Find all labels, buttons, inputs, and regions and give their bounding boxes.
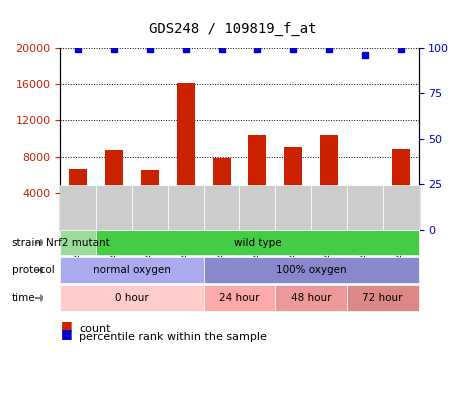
Text: percentile rank within the sample: percentile rank within the sample [79,331,267,342]
Text: 24 hour: 24 hour [219,293,260,303]
FancyArrow shape [35,267,43,274]
Bar [105,150,123,230]
Text: GDS248 / 109819_f_at: GDS248 / 109819_f_at [149,22,316,36]
Text: protocol: protocol [12,265,54,275]
Bar [213,158,231,230]
FancyArrow shape [35,295,43,301]
Bar [141,169,159,230]
Text: 100% oxygen: 100% oxygen [276,265,346,275]
Text: ■: ■ [60,327,72,340]
Text: 48 hour: 48 hour [291,293,332,303]
Text: ■: ■ [60,319,72,332]
Text: count: count [79,324,111,334]
Text: normal oxygen: normal oxygen [93,265,171,275]
Bar [320,135,338,230]
Bar [69,169,87,230]
Bar [177,83,195,230]
Bar [392,148,410,230]
Text: Nrf2 mutant: Nrf2 mutant [46,238,110,248]
Text: 0 hour: 0 hour [115,293,149,303]
FancyArrow shape [35,239,43,246]
Text: wild type: wild type [233,238,281,248]
Text: strain: strain [12,238,42,248]
Text: 72 hour: 72 hour [362,293,403,303]
Text: time: time [12,293,35,303]
Bar [284,147,302,230]
Bar [248,135,266,230]
Bar [356,199,374,230]
